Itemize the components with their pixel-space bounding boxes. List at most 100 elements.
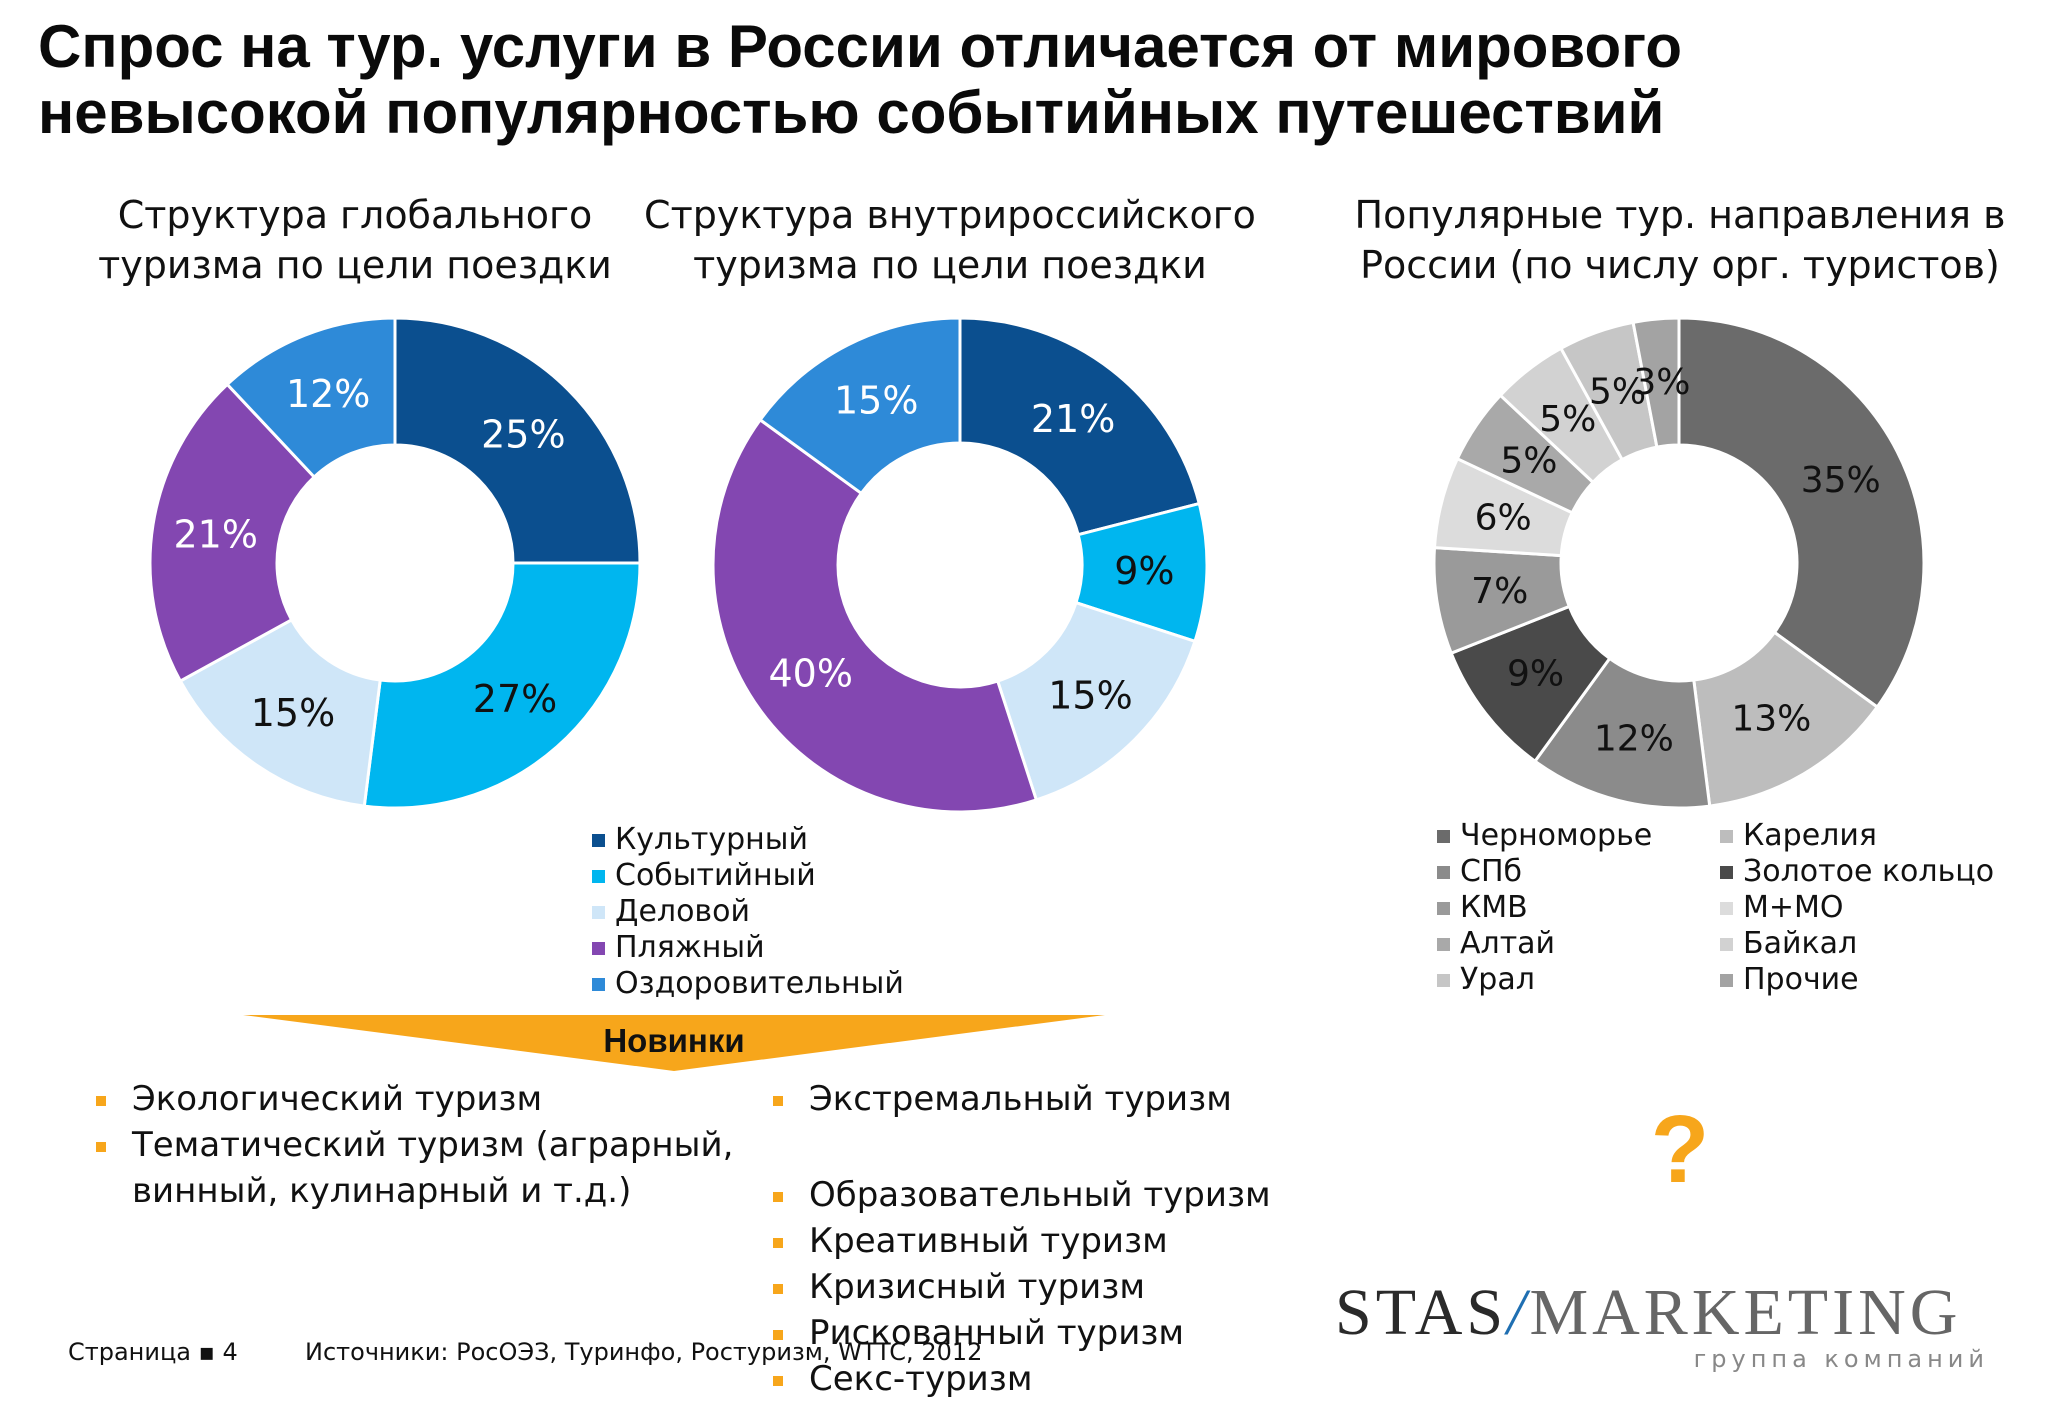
- legend-swatch: [1720, 901, 1733, 915]
- legend-item: Событийный: [592, 858, 904, 894]
- data-label: 15%: [1048, 673, 1132, 717]
- donut-slice-событийный: [362, 561, 642, 810]
- legend-item: Карелия: [1720, 818, 1994, 854]
- donut-chart-domestic: 21% 9% 15% 40% 15%: [711, 316, 1209, 814]
- data-label: 6%: [1475, 497, 1532, 538]
- chart-title-line: туризма по цели поездки: [98, 243, 612, 287]
- data-label: 9%: [1114, 549, 1174, 593]
- chart-title-line: Структура внутрироссийского: [644, 193, 1256, 237]
- page-title-line2: невысокой популярностью событийных путеш…: [38, 79, 1665, 146]
- data-label: 15%: [251, 691, 335, 735]
- legend-label: КМВ: [1460, 890, 1528, 925]
- data-label: 21%: [174, 513, 258, 557]
- donut-slice-оздоровительный: [225, 316, 397, 480]
- legend-item: М+МО: [1720, 890, 1994, 926]
- legend-item: Байкал: [1720, 926, 1994, 962]
- data-label: 35%: [1801, 460, 1881, 501]
- sources-note: Источники: РосОЭЗ, Туринфо, Ростуризм, W…: [305, 1338, 983, 1366]
- legend-swatch: [1437, 829, 1450, 843]
- list-item: Рискованный туризм: [773, 1310, 1373, 1356]
- donut-slice-прочие: [1631, 316, 1681, 449]
- legend-swatch: [592, 833, 605, 847]
- company-logo: STAS/MARKETING группа компаний: [1335, 1275, 2015, 1373]
- legend-swatch: [1720, 973, 1733, 987]
- legend-swatch: [1720, 937, 1733, 951]
- list-item: Секс-туризм: [773, 1356, 1373, 1402]
- chart-title-global: Структура глобального туризма по цели по…: [60, 190, 650, 290]
- legend-label: Золотое кольцо: [1743, 854, 1995, 889]
- legend-swatch: [1437, 865, 1450, 879]
- legend-swatch: [592, 869, 605, 883]
- data-label: 13%: [1731, 699, 1811, 740]
- data-label: 15%: [834, 379, 918, 423]
- legend-destinations-col2: Карелия Золотое кольцо М+МО Байкал Прочи…: [1720, 818, 1994, 998]
- legend-swatch: [1720, 829, 1733, 843]
- logo-wordmark: STAS/MARKETING: [1335, 1275, 2015, 1351]
- legend-swatch: [1720, 865, 1733, 879]
- logo-slash: /: [1507, 1276, 1530, 1349]
- legend-label: Оздоровительный: [615, 966, 904, 1001]
- data-label: 27%: [473, 677, 557, 721]
- donut-slice-культурный: [393, 316, 642, 565]
- legend-label: Культурный: [615, 822, 808, 857]
- legend-label: Урал: [1460, 962, 1535, 997]
- data-label: 9%: [1507, 654, 1564, 695]
- legend-item: КМВ: [1437, 890, 1652, 926]
- donut-chart-global: 25% 27% 15% 21% 12%: [148, 316, 642, 810]
- page-title-line1: Спрос на тур. услуги в России отличается…: [38, 13, 1682, 80]
- legend-item: СПб: [1437, 854, 1652, 890]
- novelties-banner-arrow: [243, 1015, 1105, 1071]
- legend-label: М+МО: [1743, 890, 1844, 925]
- legend-purpose: Культурный Событийный Деловой Пляжный Оз…: [592, 822, 904, 1002]
- chart-title-line: Структура глобального: [117, 193, 593, 237]
- data-label: 21%: [1031, 397, 1115, 441]
- novelties-banner: [243, 1015, 1105, 1071]
- donut-slice-спб: [1532, 656, 1712, 810]
- donut-slice-пляжный: [711, 417, 1039, 814]
- list-item: Креативный туризм: [773, 1218, 1373, 1264]
- legend-swatch: [1437, 973, 1450, 987]
- logo-text-stas: STAS: [1335, 1276, 1508, 1349]
- donut-slice-деловой: [178, 617, 382, 808]
- list-item: Тематический туризм (аграрный, винный, к…: [96, 1122, 776, 1214]
- legend-destinations-col1: Черноморье СПб КМВ Алтай Урал: [1437, 818, 1652, 998]
- question-mark-icon: ?: [1650, 1096, 1710, 1203]
- chart-title-line: туризма по цели поездки: [693, 243, 1207, 287]
- logo-text-marketing: MARKETING: [1529, 1276, 1962, 1349]
- data-label: 40%: [769, 651, 853, 695]
- data-label: 12%: [1594, 718, 1674, 759]
- data-label: 5%: [1500, 440, 1557, 481]
- donut-slice-карелия: [1692, 630, 1880, 808]
- legend-label: Пляжный: [615, 930, 765, 965]
- chart-title-destinations: Популярные тур. направления в России (по…: [1320, 190, 2040, 290]
- legend-item: Прочие: [1720, 962, 1994, 998]
- donut-chart-destinations: 35%13%12%9%7%6%5%5%5%3%: [1432, 316, 1926, 810]
- data-label: 3%: [1633, 362, 1690, 403]
- legend-item: Оздоровительный: [592, 966, 904, 1002]
- page-title: Спрос на тур. услуги в России отличается…: [38, 14, 2018, 146]
- data-label: 7%: [1471, 571, 1528, 612]
- legend-item: Пляжный: [592, 930, 904, 966]
- legend-label: Байкал: [1743, 926, 1858, 961]
- legend-label: Карелия: [1743, 818, 1877, 853]
- legend-swatch: [592, 977, 605, 991]
- page-number: Страница ▪ 4: [68, 1338, 238, 1366]
- novelties-list-right: Экстремальный туризм Образовательный тур…: [773, 1076, 1373, 1402]
- legend-swatch: [1437, 901, 1450, 915]
- donut-slice-деловой: [995, 600, 1197, 802]
- legend-swatch: [592, 905, 605, 919]
- chart-title-line: Популярные тур. направления в: [1354, 193, 2006, 237]
- legend-label: СПб: [1460, 854, 1523, 889]
- data-label: 5%: [1539, 399, 1596, 440]
- chart-title-domestic: Структура внутрироссийского туризма по ц…: [640, 190, 1260, 290]
- list-item: Кризисный туризм: [773, 1264, 1373, 1310]
- legend-swatch: [592, 941, 605, 955]
- legend-item: Культурный: [592, 822, 904, 858]
- novelties-label: Новинки: [603, 1022, 745, 1059]
- legend-label: Черноморье: [1460, 818, 1653, 853]
- legend-item: Алтай: [1437, 926, 1652, 962]
- list-item: Образовательный туризм: [773, 1172, 1373, 1218]
- donut-slice-черноморье: [1677, 316, 1926, 710]
- legend-item: Черноморье: [1437, 818, 1652, 854]
- legend-label: Деловой: [615, 894, 750, 929]
